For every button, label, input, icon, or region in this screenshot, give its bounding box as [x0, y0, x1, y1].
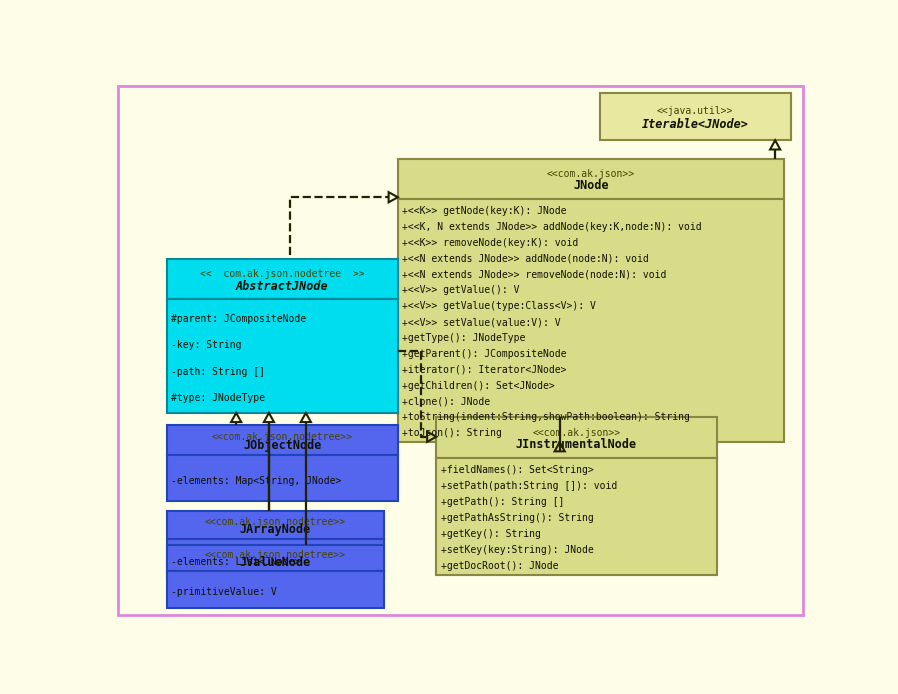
Bar — [167, 259, 398, 299]
Bar — [167, 455, 398, 500]
Text: +getPath(): String []: +getPath(): String [] — [441, 497, 564, 507]
Text: AbstractJNode: AbstractJNode — [236, 280, 329, 293]
Text: +<<K>> removeNode(key:K): void: +<<K>> removeNode(key:K): void — [402, 237, 578, 248]
Text: +<<V>> getValue(): V: +<<V>> getValue(): V — [402, 285, 520, 295]
Text: <<  com.ak.json.nodetree  >>: << com.ak.json.nodetree >> — [200, 269, 365, 279]
Bar — [398, 159, 784, 198]
Bar — [436, 457, 717, 575]
Text: -elements: List<JNode>: -elements: List<JNode> — [172, 557, 301, 567]
Text: +getParent(): JCompositeNode: +getParent(): JCompositeNode — [402, 349, 567, 359]
Text: +toJson(): String: +toJson(): String — [402, 428, 502, 439]
Text: JValueNode: JValueNode — [240, 556, 311, 569]
Text: +getDocRoot(): JNode: +getDocRoot(): JNode — [441, 561, 559, 570]
Text: #parent: JCompositeNode: #parent: JCompositeNode — [172, 314, 306, 324]
Text: +setKey(key:String): JNode: +setKey(key:String): JNode — [441, 545, 594, 555]
Bar — [167, 545, 384, 570]
Bar — [167, 299, 398, 413]
Text: <<com.ak.json>>: <<com.ak.json>> — [533, 428, 621, 438]
Bar — [436, 418, 717, 457]
Text: +iterator(): Iterator<JNode>: +iterator(): Iterator<JNode> — [402, 365, 567, 375]
Text: +fieldNames(): Set<String>: +fieldNames(): Set<String> — [441, 464, 594, 475]
Text: <<com.ak.json>>: <<com.ak.json>> — [547, 169, 635, 179]
Text: +<<V>> getValue(type:Class<V>): V: +<<V>> getValue(type:Class<V>): V — [402, 301, 596, 311]
Text: +<<N extends JNode>> addNode(node:N): void: +<<N extends JNode>> addNode(node:N): vo… — [402, 253, 649, 264]
Text: +getPathAsString(): String: +getPathAsString(): String — [441, 513, 594, 523]
Text: #type: JNodeType: #type: JNodeType — [172, 393, 266, 403]
Text: -path: String []: -path: String [] — [172, 366, 266, 377]
Text: +<<K>> getNode(key:K): JNode: +<<K>> getNode(key:K): JNode — [402, 205, 567, 216]
Text: +<<N extends JNode>> removeNode(node:N): void: +<<N extends JNode>> removeNode(node:N):… — [402, 269, 667, 279]
Text: JInstrumentalNode: JInstrumentalNode — [516, 438, 637, 451]
Text: +getKey(): String: +getKey(): String — [441, 529, 541, 539]
Text: -primitiveValue: V: -primitiveValue: V — [172, 587, 277, 598]
Text: +getType(): JNodeType: +getType(): JNodeType — [402, 333, 526, 343]
Text: +toString(indent:String,showPath:boolean): String: +toString(indent:String,showPath:boolean… — [402, 412, 691, 423]
Bar — [167, 425, 398, 455]
Text: Iterable<JNode>: Iterable<JNode> — [642, 119, 749, 131]
Text: <<com.ak.json.nodetree>>: <<com.ak.json.nodetree>> — [205, 517, 346, 527]
Bar — [600, 92, 790, 140]
Bar — [167, 570, 384, 609]
Text: -elements: Map<String, JNode>: -elements: Map<String, JNode> — [172, 477, 342, 486]
Text: JArrayNode: JArrayNode — [240, 523, 311, 536]
Text: <<com.ak.json.nodetree>>: <<com.ak.json.nodetree>> — [212, 432, 353, 441]
Bar — [167, 511, 384, 539]
Text: JNode: JNode — [573, 180, 609, 192]
Text: +getChildren(): Set<JNode>: +getChildren(): Set<JNode> — [402, 380, 555, 391]
Bar — [167, 539, 384, 579]
Text: +<<V>> setValue(value:V): V: +<<V>> setValue(value:V): V — [402, 317, 561, 327]
Text: +setPath(path:String []): void: +setPath(path:String []): void — [441, 480, 617, 491]
Text: JObjectNode: JObjectNode — [243, 439, 321, 452]
Text: <<java.util>>: <<java.util>> — [657, 105, 734, 116]
Text: <<com.ak.json.nodetree>>: <<com.ak.json.nodetree>> — [205, 550, 346, 560]
Text: +<<K, N extends JNode>> addNode(key:K,node:N): void: +<<K, N extends JNode>> addNode(key:K,no… — [402, 221, 702, 232]
Bar — [398, 198, 784, 442]
Text: +clone(): JNode: +clone(): JNode — [402, 396, 490, 407]
Text: -key: String: -key: String — [172, 340, 242, 350]
